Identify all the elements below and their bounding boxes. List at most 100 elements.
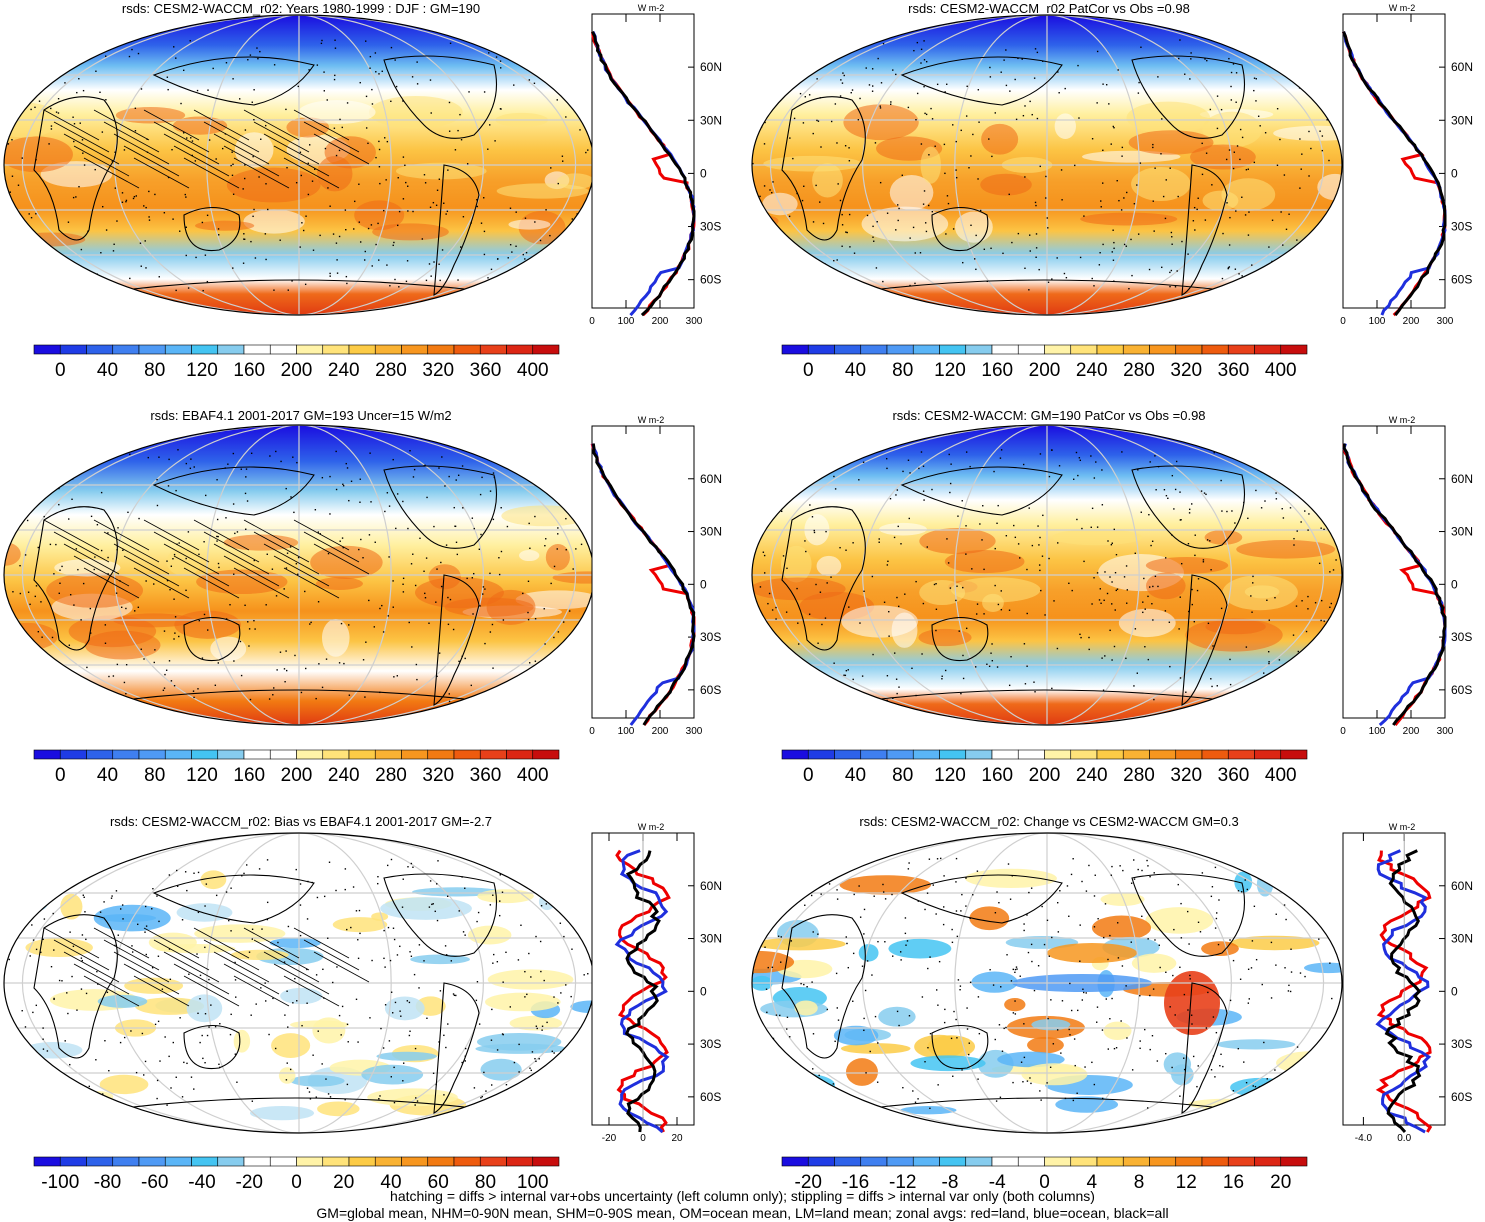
stipple-dot — [986, 280, 989, 283]
stipple-dot — [1296, 239, 1298, 241]
stipple-dot — [852, 542, 854, 544]
stipple-dot — [285, 487, 287, 490]
stipple-dot — [970, 155, 972, 157]
stipple-dot — [471, 577, 474, 579]
profile-ytick-label: 30N — [700, 525, 722, 539]
stipple-dot — [1323, 620, 1325, 622]
stipple-dot — [242, 188, 244, 190]
stipple-dot — [492, 667, 494, 669]
stipple-dot — [383, 929, 385, 932]
field-patch — [752, 875, 809, 902]
stipple-dot — [550, 167, 552, 169]
stipple-dot — [560, 669, 563, 672]
stipple-dot — [402, 1080, 404, 1082]
stipple-dot — [1174, 488, 1177, 491]
stipple-dot — [1016, 968, 1018, 970]
profile-ytick-label: 0 — [1451, 984, 1458, 998]
stipple-dot — [1136, 184, 1138, 186]
hatch-line — [263, 133, 320, 165]
stipple-dot — [565, 984, 567, 986]
stipple-dot — [847, 966, 850, 969]
stipple-dot — [341, 1005, 344, 1008]
stipple-dot — [14, 652, 17, 654]
stipple-dot — [1070, 1009, 1073, 1012]
stipple-dot — [217, 535, 219, 538]
stipple-dot — [913, 49, 915, 52]
stipple-dot — [1180, 519, 1182, 521]
colorbar-box — [401, 344, 429, 355]
stipple-dot — [1197, 578, 1200, 580]
stipple-dot — [35, 585, 38, 587]
stipple-dot — [299, 934, 302, 937]
stipple-dot — [1340, 905, 1342, 908]
stipple-dot — [834, 1040, 836, 1043]
stipple-dot — [1292, 634, 1295, 636]
stipple-dot — [98, 867, 100, 870]
stipple-dot — [449, 42, 452, 45]
stipple-dot — [1211, 886, 1214, 888]
stipple-dot — [1340, 621, 1342, 623]
stipple-dot — [1152, 146, 1154, 149]
stipple-dot — [119, 40, 121, 43]
stipple-dot — [1150, 544, 1152, 547]
stipple-dot — [574, 469, 576, 471]
stipple-dot — [560, 674, 562, 677]
colorbar-tick-label: 20 — [1270, 1172, 1291, 1193]
stipple-dot — [966, 85, 968, 88]
stipple-dot — [13, 928, 15, 931]
stipple-dot — [989, 76, 992, 78]
stipple-dot — [545, 903, 548, 905]
stipple-dot — [528, 869, 531, 872]
stipple-dot — [308, 69, 310, 71]
field-patch — [115, 107, 186, 124]
stipple-dot — [43, 918, 46, 920]
stipple-dot — [588, 942, 590, 945]
stipple-dot — [1069, 982, 1071, 985]
stipple-dot — [164, 1036, 166, 1038]
stipple-dot — [1216, 127, 1219, 130]
colorbar-box — [1149, 1156, 1177, 1167]
coastline — [33, 96, 118, 241]
stipple-dot — [435, 1083, 437, 1086]
field-patch — [46, 572, 144, 608]
longitude-line — [1046, 833, 1140, 1133]
stipple-dot — [830, 576, 832, 578]
stipple-dot — [930, 107, 932, 110]
stipple-dot — [923, 190, 926, 192]
stipple-dot — [152, 887, 154, 890]
stipple-dot — [178, 542, 180, 544]
stipple-dot — [401, 906, 404, 908]
stipple-dot — [476, 920, 478, 923]
stipple-dot — [358, 909, 361, 912]
colorbar-tick-label: 120 — [186, 360, 218, 381]
stipple-dot — [145, 925, 148, 927]
stipple-dot — [217, 228, 220, 230]
longitude-line — [1046, 425, 1140, 725]
stipple-dot — [998, 1024, 1001, 1026]
stipple-dot — [551, 1050, 553, 1053]
stipple-dot — [10, 279, 13, 281]
stipple-dot — [839, 199, 842, 202]
stipple-dot — [23, 77, 25, 80]
stipple-dot — [325, 1078, 327, 1080]
stipple-dot — [959, 985, 962, 987]
longitude-line — [954, 833, 1048, 1133]
stipple-dot — [1069, 1034, 1071, 1036]
stipple-dot — [886, 467, 888, 470]
stipple-dot — [265, 1000, 267, 1002]
stipple-dot — [813, 531, 816, 534]
stipple-dot — [1275, 498, 1278, 500]
field-patch — [195, 220, 255, 231]
stipple-dot — [473, 527, 475, 530]
field-patch — [545, 543, 570, 571]
stipple-dot — [1026, 665, 1028, 667]
stipple-dot — [460, 246, 462, 248]
stipple-dot — [75, 55, 78, 58]
stipple-dot — [379, 182, 381, 185]
stipple-dot — [148, 219, 151, 221]
stipple-dot — [145, 267, 147, 269]
stipple-dot — [271, 568, 274, 570]
stipple-dot — [266, 859, 269, 861]
profile-unit-label: W m-2 — [1389, 415, 1416, 425]
stipple-dot — [1076, 1092, 1078, 1094]
